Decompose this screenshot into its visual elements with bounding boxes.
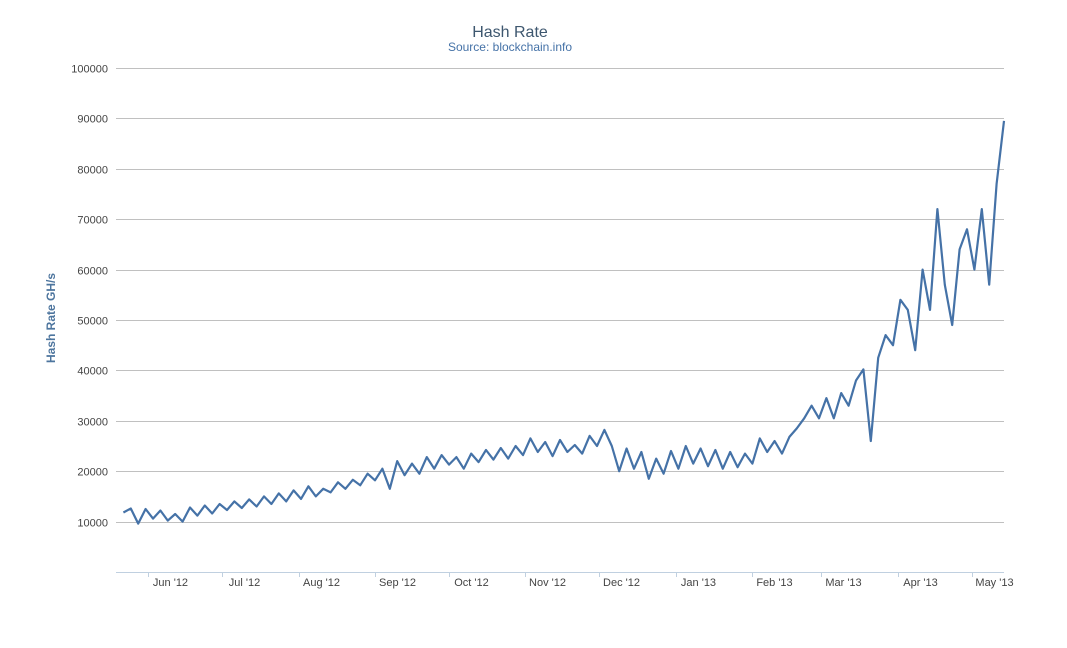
- y-tick-label-5: 60000: [77, 266, 108, 278]
- x-tick-label-4: Oct '12: [454, 577, 489, 589]
- y-tick-label-7: 80000: [77, 165, 108, 177]
- x-tick-label-9: Mar '13: [825, 577, 861, 589]
- x-tick-label-1: Jul '12: [229, 577, 260, 589]
- y-tick-label-2: 30000: [77, 417, 108, 429]
- x-tick-label-2: Aug '12: [303, 577, 340, 589]
- grid: [116, 68, 1004, 573]
- y-tick-label-4: 50000: [77, 316, 108, 328]
- y-axis-ticks: 10000 20000 30000 40000 50000 60000 70000 80000…: [71, 64, 108, 530]
- x-tick-label-0: Jun '12: [153, 577, 188, 589]
- series-group: [122, 120, 1006, 525]
- x-tick-label-10: Apr '13: [903, 577, 938, 589]
- x-tick-label-3: Sep '12: [379, 577, 416, 589]
- y-axis-label: Hash Rate GH/s: [44, 273, 58, 363]
- chart-title: Hash Rate: [472, 24, 548, 41]
- series-line-0[interactable]: [122, 120, 1006, 525]
- chart-subtitle: Source: blockchain.info: [448, 40, 572, 54]
- y-tick-label-1: 20000: [77, 467, 108, 479]
- x-tick-label-6: Dec '12: [603, 577, 640, 589]
- x-tick-label-8: Feb '13: [756, 577, 792, 589]
- x-tick-label-5: Nov '12: [529, 577, 566, 589]
- x-tick-label-7: Jan '13: [681, 577, 716, 589]
- x-axis-ticks: Jun '12 Jul '12 Aug '12 Sep '12 Oct '12 Nov '…: [148, 572, 1014, 589]
- y-tick-label-6: 70000: [77, 215, 108, 227]
- y-tick-label-9: 100000: [71, 64, 108, 76]
- y-tick-label-8: 90000: [77, 114, 108, 126]
- y-tick-label-0: 10000: [77, 518, 108, 530]
- x-tick-label-11: May '13: [975, 577, 1013, 589]
- y-tick-label-3: 40000: [77, 366, 108, 378]
